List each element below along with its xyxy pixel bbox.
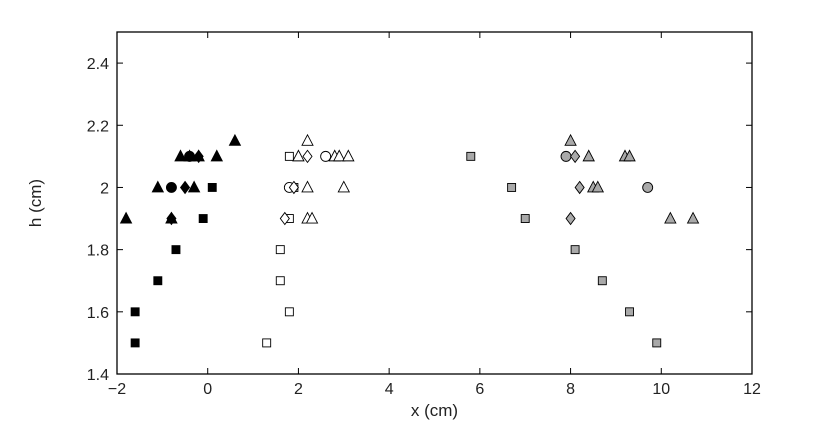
y-axis-label: h (cm) bbox=[26, 179, 45, 227]
data-point-square-gray bbox=[570, 245, 580, 255]
data-point-triangle-white bbox=[333, 149, 346, 162]
data-point-triangle-gray bbox=[664, 211, 677, 224]
data-point-circle-white bbox=[320, 150, 332, 162]
data-point-circle-gray bbox=[560, 150, 572, 162]
y-axis-ticks: 1.4 1.6 1.8 2 2.2 2.4 bbox=[87, 56, 752, 384]
data-point-triangle-white bbox=[305, 211, 319, 224]
data-markers bbox=[119, 133, 700, 348]
data-point-diamond-gray bbox=[570, 149, 581, 164]
x-axis-label: x (cm) bbox=[411, 401, 458, 420]
data-point-diamond-white bbox=[279, 211, 290, 226]
data-point-square-white bbox=[284, 151, 294, 161]
data-point-diamond-black bbox=[179, 180, 191, 195]
data-point-triangle-white bbox=[342, 149, 355, 162]
data-point-triangle-white bbox=[301, 133, 314, 146]
data-point-square-white bbox=[275, 276, 285, 286]
x-tick-label: 6 bbox=[475, 381, 484, 398]
plot-frame bbox=[116, 31, 753, 375]
data-point-square-gray bbox=[520, 214, 530, 223]
data-point-triangle-gray bbox=[582, 149, 595, 162]
x-tick-label: 8 bbox=[566, 381, 575, 398]
data-point-triangle-gray bbox=[686, 211, 700, 224]
data-point-circle-gray bbox=[642, 182, 654, 193]
data-point-diamond-black bbox=[166, 211, 177, 226]
y-tick-label: 1.4 bbox=[87, 367, 109, 384]
data-point-triangle-black bbox=[151, 180, 165, 193]
data-point-triangle-gray bbox=[564, 133, 577, 146]
data-point-circle-black bbox=[184, 150, 196, 162]
data-point-square-gray bbox=[507, 183, 517, 192]
data-point-triangle-white bbox=[292, 149, 305, 162]
x-tick-label: 12 bbox=[743, 381, 761, 398]
x-tick-label: 2 bbox=[294, 381, 303, 398]
data-point-triangle-black bbox=[187, 180, 201, 193]
y-tick-label: 2.4 bbox=[87, 56, 109, 73]
data-point-square-white bbox=[275, 245, 285, 255]
data-point-square-black bbox=[207, 183, 217, 192]
data-point-triangle-black bbox=[228, 133, 242, 146]
data-point-triangle-gray bbox=[623, 149, 636, 162]
data-point-triangle-gray bbox=[591, 180, 605, 193]
data-point-triangle-white bbox=[301, 180, 314, 193]
data-point-square-white bbox=[284, 307, 294, 317]
data-point-diamond-gray bbox=[565, 211, 576, 226]
data-point-square-gray bbox=[597, 276, 607, 286]
y-tick-label: 2 bbox=[100, 180, 109, 197]
y-tick-label: 1.6 bbox=[87, 305, 109, 322]
data-point-square-white bbox=[262, 338, 272, 348]
x-tick-label: 0 bbox=[203, 381, 212, 398]
data-point-triangle-black bbox=[174, 149, 187, 162]
data-point-square-black bbox=[130, 338, 140, 348]
x-axis-ticks: −2 0 2 4 6 8 10 12 bbox=[108, 32, 761, 398]
data-point-circle-black bbox=[165, 182, 177, 193]
x-tick-label: 4 bbox=[385, 381, 394, 398]
data-point-diamond-white bbox=[288, 180, 299, 195]
data-point-square-black bbox=[198, 214, 208, 223]
data-point-square-gray bbox=[625, 307, 634, 317]
data-point-diamond-white bbox=[302, 149, 313, 164]
y-tick-label: 2.2 bbox=[87, 118, 109, 135]
data-point-square-black bbox=[153, 276, 163, 286]
data-point-triangle-black bbox=[210, 149, 224, 162]
data-point-triangle-white bbox=[337, 180, 351, 193]
data-point-square-black bbox=[171, 245, 181, 255]
data-point-diamond-black bbox=[193, 149, 204, 164]
data-point-square-gray bbox=[466, 151, 476, 161]
y-tick-label: 1.8 bbox=[87, 243, 109, 260]
x-tick-label: −2 bbox=[108, 381, 126, 398]
data-point-square-gray bbox=[652, 338, 662, 348]
data-point-triangle-black bbox=[119, 211, 133, 224]
data-point-square-black bbox=[130, 307, 140, 317]
x-tick-label: 10 bbox=[652, 381, 670, 398]
data-point-diamond-gray bbox=[574, 180, 585, 195]
